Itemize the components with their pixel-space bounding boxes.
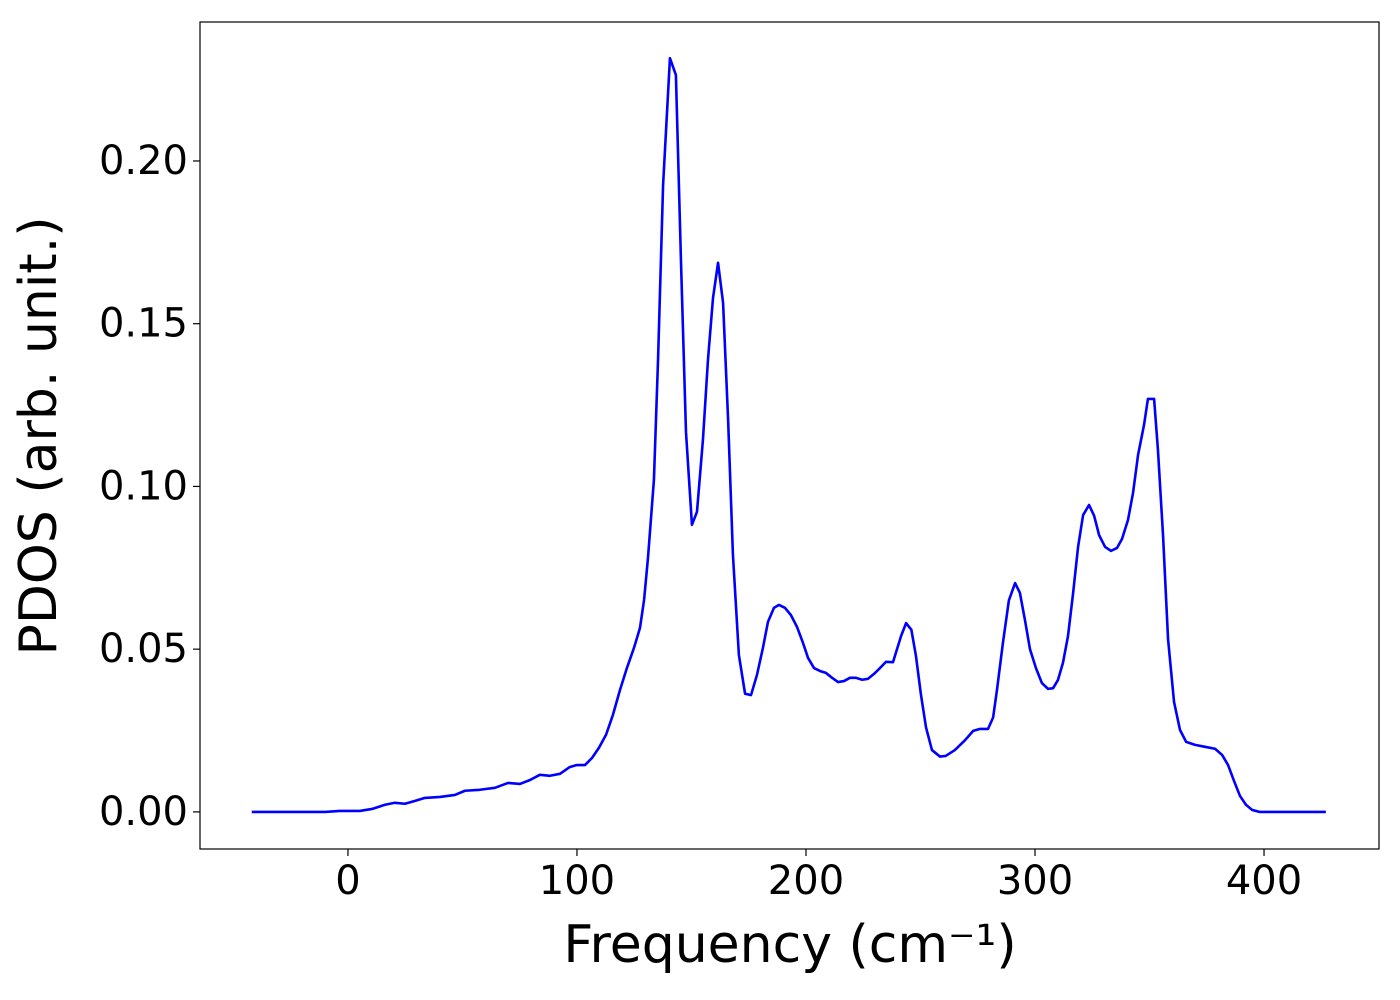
y-tick-label: 0.20 <box>99 138 188 184</box>
x-tick-label: 300 <box>997 858 1073 904</box>
y-tick-label: 0.10 <box>99 463 188 509</box>
y-tick-label: 0.15 <box>99 301 188 347</box>
y-tick-label: 0.05 <box>99 626 188 672</box>
y-axis-label: PDOS (arb. unit.) <box>9 216 69 655</box>
x-tick-label: 100 <box>539 858 615 904</box>
x-tick-label: 200 <box>768 858 844 904</box>
x-tick-label: 0 <box>335 858 360 904</box>
y-tick-label: 0.00 <box>99 789 188 835</box>
x-tick-label: 400 <box>1226 858 1302 904</box>
x-axis-label: Frequency (cm⁻¹) <box>563 915 1016 975</box>
plot-frame <box>199 21 1380 850</box>
data-line <box>251 56 1326 814</box>
